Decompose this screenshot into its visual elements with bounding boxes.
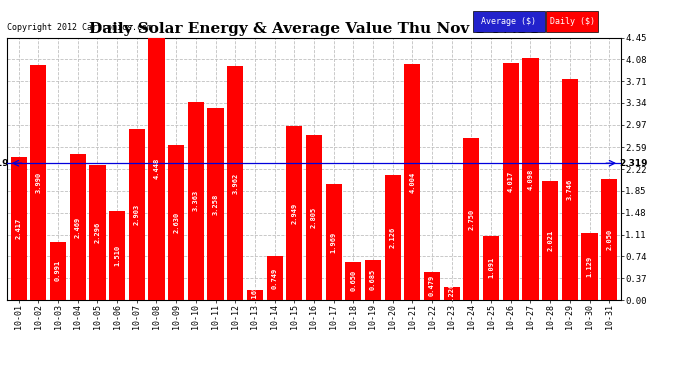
Text: 0.479: 0.479 <box>429 275 435 297</box>
Bar <box>384 175 401 300</box>
Bar <box>168 145 184 300</box>
Bar <box>90 165 106 300</box>
Bar <box>188 102 204 300</box>
Text: 4.448: 4.448 <box>153 158 159 179</box>
Text: 2.021: 2.021 <box>547 230 553 251</box>
Text: 3.746: 3.746 <box>566 179 573 200</box>
Bar <box>109 211 125 300</box>
Text: 0.169: 0.169 <box>252 284 258 306</box>
Bar <box>601 179 618 300</box>
Text: 0.685: 0.685 <box>370 269 376 290</box>
Text: 1.091: 1.091 <box>488 257 494 279</box>
Text: 1.510: 1.510 <box>114 245 120 266</box>
Text: 4.098: 4.098 <box>527 168 533 190</box>
Text: 2.949: 2.949 <box>291 202 297 223</box>
Text: 2.805: 2.805 <box>311 207 317 228</box>
Bar <box>266 256 283 300</box>
Bar <box>562 79 578 300</box>
Bar <box>424 272 440 300</box>
Bar <box>306 135 322 300</box>
Text: Daily ($): Daily ($) <box>550 17 595 26</box>
Text: 2.319: 2.319 <box>0 159 9 168</box>
Text: 0.749: 0.749 <box>272 267 277 288</box>
Bar <box>148 38 164 300</box>
Bar <box>365 260 381 300</box>
Title: Daily Solar Energy & Average Value Thu Nov 1 07:34: Daily Solar Energy & Average Value Thu N… <box>89 22 539 36</box>
Text: 0.226: 0.226 <box>448 283 455 304</box>
Bar <box>30 64 46 300</box>
Bar <box>10 158 27 300</box>
Text: 3.962: 3.962 <box>233 172 238 194</box>
Text: 0.650: 0.650 <box>351 270 356 291</box>
Text: 2.469: 2.469 <box>75 216 81 238</box>
Text: 4.004: 4.004 <box>409 171 415 192</box>
Text: 2.296: 2.296 <box>95 222 101 243</box>
Bar <box>404 64 420 300</box>
Text: 4.017: 4.017 <box>508 171 514 192</box>
Bar <box>464 138 480 300</box>
Bar <box>129 129 145 300</box>
Text: 3.258: 3.258 <box>213 193 219 214</box>
Bar <box>208 108 224 300</box>
Bar <box>227 66 244 300</box>
Text: 3.363: 3.363 <box>193 190 199 211</box>
Bar <box>70 154 86 300</box>
Text: 2.903: 2.903 <box>134 204 140 225</box>
Bar <box>326 184 342 300</box>
Text: 2.319: 2.319 <box>619 159 647 168</box>
Text: 2.050: 2.050 <box>607 229 612 250</box>
Bar <box>582 233 598 300</box>
Text: 0.991: 0.991 <box>55 260 61 281</box>
Bar <box>247 290 263 300</box>
Text: Copyright 2012 Cartronics.com: Copyright 2012 Cartronics.com <box>7 23 152 32</box>
Text: 2.417: 2.417 <box>16 218 21 239</box>
Bar <box>542 181 558 300</box>
Text: 3.990: 3.990 <box>35 172 41 193</box>
Bar <box>503 63 519 300</box>
Text: Average ($): Average ($) <box>482 17 536 26</box>
Bar <box>444 286 460 300</box>
Text: 1.969: 1.969 <box>331 231 337 252</box>
Bar <box>50 242 66 300</box>
Bar <box>522 58 538 300</box>
Text: 2.750: 2.750 <box>469 208 475 230</box>
Text: 1.129: 1.129 <box>586 256 593 278</box>
Bar <box>345 262 362 300</box>
Text: 2.126: 2.126 <box>390 226 395 248</box>
Bar <box>483 236 499 300</box>
Text: 2.630: 2.630 <box>173 212 179 233</box>
Bar <box>286 126 302 300</box>
